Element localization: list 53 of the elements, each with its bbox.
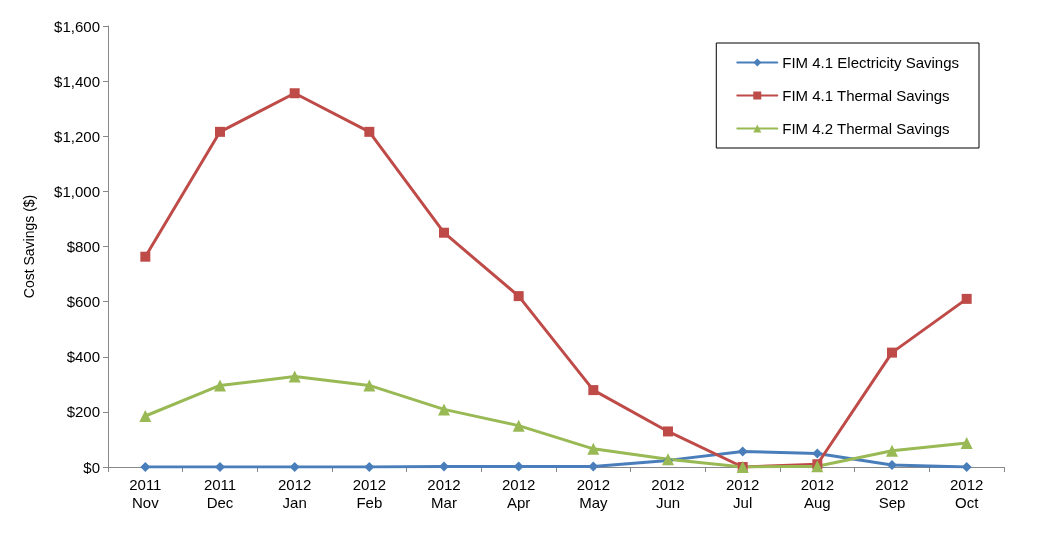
point bbox=[512, 419, 525, 432]
point bbox=[364, 126, 375, 137]
point bbox=[439, 461, 449, 472]
point bbox=[140, 251, 151, 262]
point bbox=[961, 293, 972, 304]
point bbox=[288, 370, 301, 383]
point bbox=[215, 462, 225, 472]
x-tick-label: 2012 Mar bbox=[427, 475, 461, 511]
point bbox=[289, 88, 300, 99]
x-tick-label: 2011 Nov bbox=[129, 475, 162, 511]
y-tick-label: $0 bbox=[83, 458, 100, 476]
x-tick-label: 2012 Jul bbox=[725, 475, 760, 511]
point bbox=[960, 437, 973, 450]
point bbox=[663, 426, 673, 437]
point bbox=[513, 291, 524, 302]
y-tick-label: $1,600 bbox=[54, 17, 100, 35]
point bbox=[961, 462, 972, 472]
point bbox=[886, 444, 898, 457]
point bbox=[363, 379, 376, 392]
y-tick-label: $600 bbox=[66, 293, 100, 311]
point bbox=[887, 460, 897, 471]
point bbox=[364, 462, 375, 472]
point bbox=[438, 403, 450, 416]
point bbox=[588, 385, 599, 396]
y-tick-label: $1,000 bbox=[54, 182, 100, 200]
y-tick-label: $1,200 bbox=[54, 127, 100, 145]
y-tick-label: $200 bbox=[66, 403, 100, 421]
legend-label: FIM 4.1 Thermal Savings bbox=[782, 87, 950, 104]
point bbox=[439, 227, 449, 238]
x-tick-label: 2012 Oct bbox=[949, 475, 984, 511]
point bbox=[140, 462, 151, 472]
x-tick-label: 2012 Jan bbox=[277, 475, 312, 511]
x-tick-label: 2012 May bbox=[576, 475, 611, 511]
point bbox=[737, 446, 748, 457]
point bbox=[139, 410, 152, 423]
y-tick-label: $1,400 bbox=[54, 72, 100, 90]
x-tick-label: 2012 Sep bbox=[875, 475, 909, 511]
point bbox=[587, 442, 600, 455]
x-tick-label: 2012 Aug bbox=[800, 475, 835, 511]
y-axis-title: Cost Savings ($) bbox=[21, 194, 37, 299]
point bbox=[214, 379, 226, 392]
x-tick-label: 2012 Apr bbox=[501, 475, 536, 511]
x-tick-label: 2012 Jun bbox=[651, 475, 685, 511]
legend-label: FIM 4.1 Electricity Savings bbox=[782, 54, 959, 71]
point bbox=[215, 126, 225, 137]
y-tick-label: $800 bbox=[66, 238, 100, 255]
y-tick-label: $400 bbox=[66, 348, 100, 366]
x-tick-label: 2011 Dec bbox=[203, 475, 237, 511]
x-tick-label: 2012 Feb bbox=[352, 475, 387, 511]
legend-label: FIM 4.2 Thermal Savings bbox=[782, 120, 950, 137]
point bbox=[812, 448, 823, 459]
point bbox=[887, 347, 897, 358]
point bbox=[289, 462, 300, 472]
